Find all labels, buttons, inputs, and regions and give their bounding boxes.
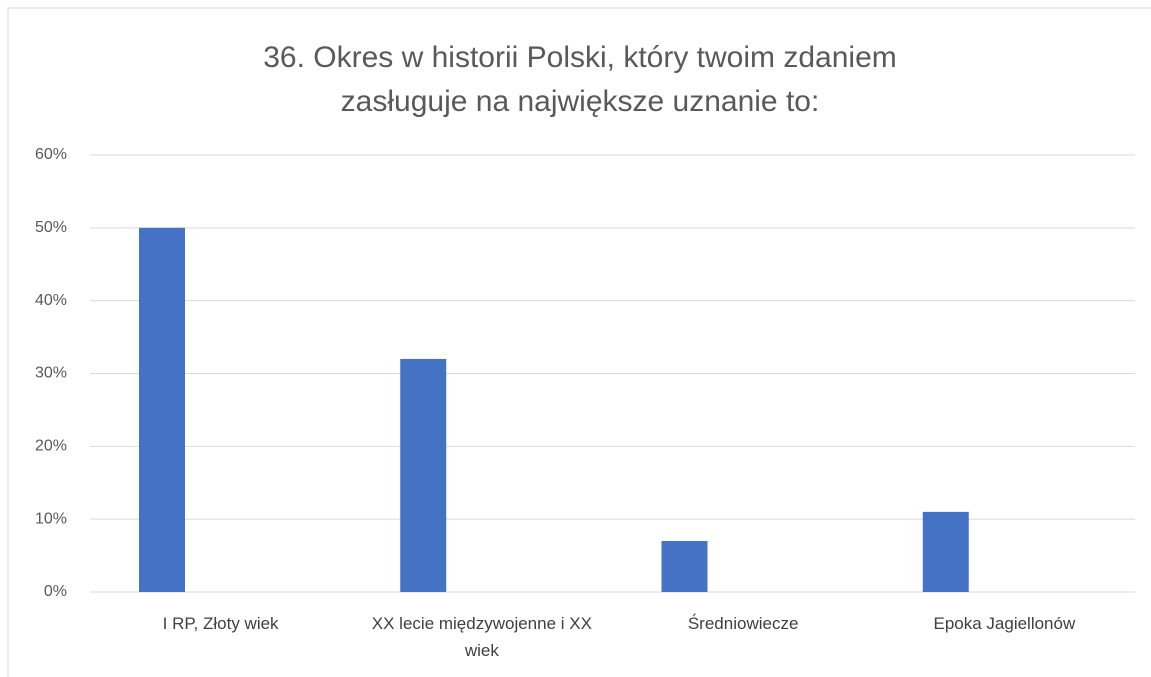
x-tick-label: XX lecie międzywojenne i XX wiek [371, 614, 592, 660]
bar [400, 358, 447, 592]
x-tick-label: Epoka Jagiellonów [933, 614, 1076, 633]
bar [661, 541, 708, 592]
x-tick-label: Średniowiecze [687, 614, 799, 633]
bar [139, 227, 185, 593]
y-tick-label: 10% [35, 510, 67, 527]
bar [922, 511, 969, 592]
y-tick-label: 50% [35, 219, 67, 236]
y-tick-label: 30% [35, 365, 67, 382]
y-tick-label: 0% [44, 583, 67, 600]
y-tick-label: 60% [35, 146, 67, 163]
x-tick-label: I RP, Złoty wiek [162, 614, 279, 633]
chart-title: 36. Okres w historii Polski, który twoim… [263, 41, 897, 118]
y-tick-label: 40% [35, 292, 67, 309]
chart-border [7, 7, 1151, 677]
y-tick-label: 20% [35, 438, 67, 455]
